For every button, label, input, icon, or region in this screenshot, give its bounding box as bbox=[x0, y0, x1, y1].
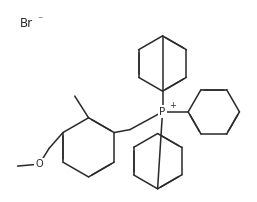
Text: P: P bbox=[159, 107, 166, 117]
Text: Br: Br bbox=[20, 17, 33, 29]
Text: +: + bbox=[169, 101, 176, 110]
Text: ⁻: ⁻ bbox=[37, 15, 42, 25]
Text: O: O bbox=[35, 159, 43, 169]
